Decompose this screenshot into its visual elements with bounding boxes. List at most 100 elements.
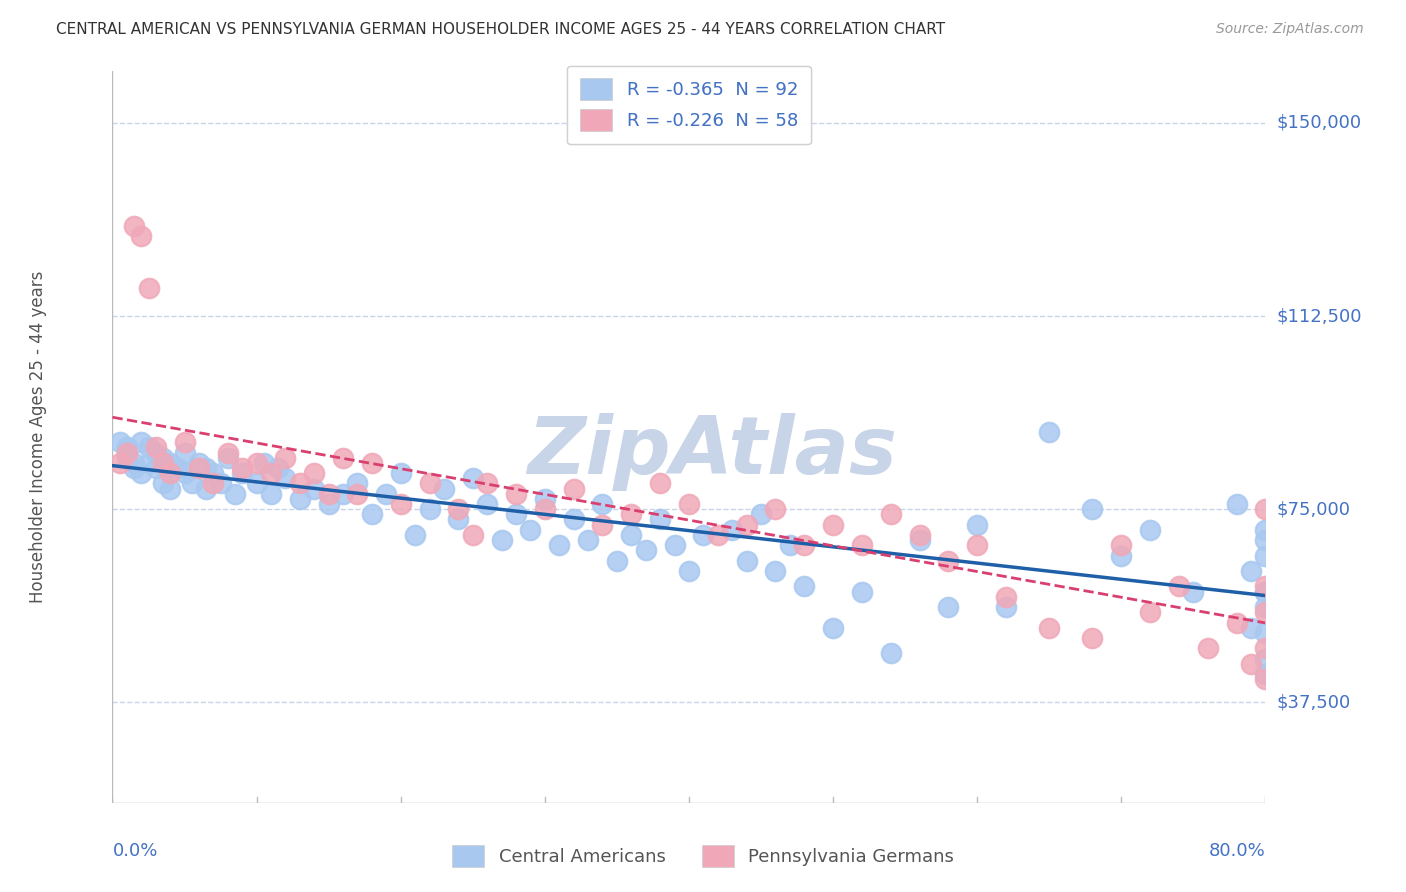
Point — [231, 461, 253, 475]
Point — [880, 647, 903, 661]
Point — [966, 538, 988, 552]
Point — [1254, 584, 1277, 599]
Point — [115, 445, 138, 459]
Point — [664, 538, 686, 552]
Point — [1254, 605, 1277, 619]
Point — [461, 528, 484, 542]
Point — [1139, 523, 1161, 537]
Point — [332, 487, 354, 501]
Text: ZipAtlas: ZipAtlas — [527, 413, 897, 491]
Point — [346, 476, 368, 491]
Point — [707, 528, 730, 542]
Point — [231, 466, 253, 480]
Point — [332, 450, 354, 465]
Point — [1139, 605, 1161, 619]
Point — [765, 564, 787, 578]
Point — [1254, 672, 1277, 686]
Point — [576, 533, 599, 547]
Point — [821, 621, 844, 635]
Text: CENTRAL AMERICAN VS PENNSYLVANIA GERMAN HOUSEHOLDER INCOME AGES 25 - 44 YEARS CO: CENTRAL AMERICAN VS PENNSYLVANIA GERMAN … — [56, 22, 945, 37]
Point — [995, 590, 1018, 604]
Point — [288, 476, 311, 491]
Point — [1226, 615, 1249, 630]
Point — [224, 487, 246, 501]
Point — [678, 564, 700, 578]
Point — [1254, 533, 1277, 547]
Point — [188, 456, 211, 470]
Point — [1254, 584, 1277, 599]
Point — [180, 476, 202, 491]
Point — [145, 461, 167, 475]
Point — [519, 523, 541, 537]
Text: $37,500: $37,500 — [1277, 693, 1351, 711]
Point — [202, 476, 225, 491]
Point — [375, 487, 398, 501]
Point — [634, 543, 657, 558]
Point — [1254, 651, 1277, 665]
Point — [562, 512, 585, 526]
Point — [1197, 641, 1219, 656]
Point — [692, 528, 714, 542]
Point — [475, 476, 499, 491]
Point — [908, 533, 931, 547]
Point — [995, 600, 1018, 615]
Point — [173, 435, 195, 450]
Point — [217, 445, 239, 459]
Point — [129, 229, 153, 244]
Legend: Central Americans, Pennsylvania Germans: Central Americans, Pennsylvania Germans — [444, 838, 962, 874]
Point — [159, 466, 181, 480]
Point — [735, 554, 758, 568]
Point — [318, 497, 340, 511]
Point — [1254, 549, 1277, 563]
Point — [1226, 497, 1249, 511]
Point — [650, 476, 672, 491]
Point — [253, 456, 276, 470]
Point — [592, 517, 614, 532]
Point — [1111, 538, 1133, 552]
Point — [548, 538, 571, 552]
Point — [447, 502, 470, 516]
Point — [851, 538, 873, 552]
Point — [129, 466, 153, 480]
Point — [936, 554, 959, 568]
Legend: R = -0.365  N = 92, R = -0.226  N = 58: R = -0.365 N = 92, R = -0.226 N = 58 — [567, 66, 811, 145]
Point — [1254, 523, 1277, 537]
Point — [821, 517, 844, 532]
Text: 80.0%: 80.0% — [1209, 842, 1265, 860]
Point — [217, 450, 239, 465]
Point — [1182, 584, 1205, 599]
Point — [765, 502, 787, 516]
Point — [1081, 631, 1104, 645]
Point — [173, 466, 195, 480]
Text: $150,000: $150,000 — [1277, 114, 1361, 132]
Point — [1254, 600, 1277, 615]
Point — [735, 517, 758, 532]
Point — [1254, 502, 1277, 516]
Point — [793, 538, 815, 552]
Point — [122, 456, 145, 470]
Point — [1254, 579, 1277, 593]
Point — [195, 482, 218, 496]
Point — [1081, 502, 1104, 516]
Point — [152, 450, 174, 465]
Point — [159, 482, 181, 496]
Point — [108, 456, 131, 470]
Point — [1038, 425, 1060, 439]
Point — [966, 517, 988, 532]
Point — [721, 523, 744, 537]
Point — [447, 512, 470, 526]
Point — [145, 445, 167, 459]
Point — [936, 600, 959, 615]
Point — [620, 508, 643, 522]
Point — [1254, 667, 1277, 681]
Point — [138, 441, 160, 455]
Point — [246, 476, 269, 491]
Point — [267, 461, 290, 475]
Point — [389, 497, 412, 511]
Point — [1240, 564, 1263, 578]
Point — [115, 450, 138, 465]
Point — [360, 456, 382, 470]
Point — [246, 456, 269, 470]
Point — [260, 487, 283, 501]
Point — [650, 512, 672, 526]
